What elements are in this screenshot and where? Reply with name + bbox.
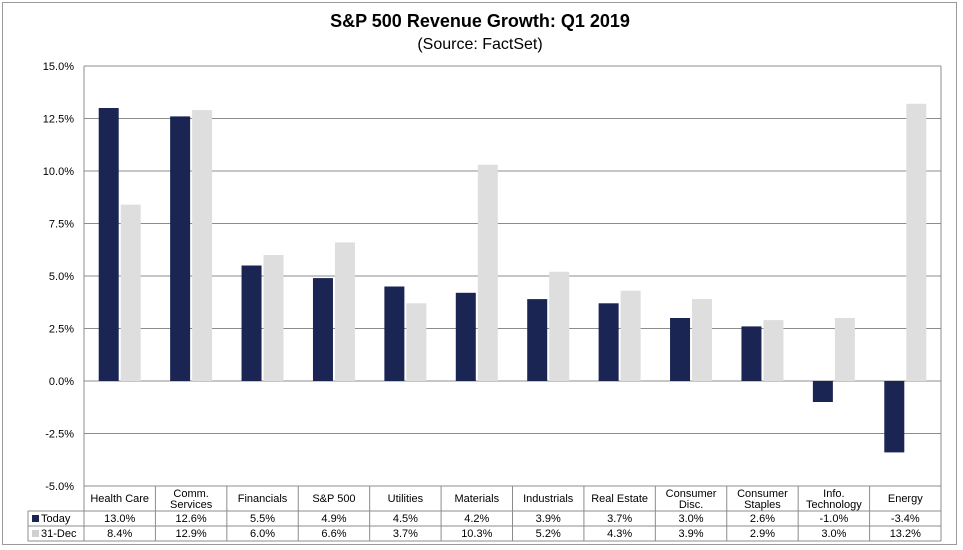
y-tick-label: 7.5% [49,219,74,231]
bars [98,103,927,453]
bar-today-10 [812,381,833,402]
bar-today-11 [884,381,905,453]
table-value-0-6: 3.9% [536,513,561,525]
table-value-0-7: 3.7% [607,513,632,525]
table-value-1-5: 10.3% [461,528,492,540]
y-tick-label: 0.0% [49,376,74,388]
table-value-0-3: 4.9% [321,513,346,525]
category-label-10: Info. [823,488,844,500]
table-value-1-6: 5.2% [536,528,561,540]
table-value-0-4: 4.5% [393,513,418,525]
bar-today-6 [527,299,548,381]
bar-today-1 [170,116,191,382]
bar-31-dec-7 [620,290,641,381]
bar-31-dec-3 [334,242,355,381]
bar-31-dec-9 [763,320,784,381]
table-value-1-9: 2.9% [750,528,775,540]
category-label-1: Services [170,499,213,511]
category-label-8: Disc. [679,499,703,511]
y-tick-label: 15.0% [43,61,74,73]
bar-31-dec-5 [477,164,498,381]
y-tick-label: 5.0% [49,271,74,283]
bar-today-5 [455,292,476,381]
y-tick-label: -2.5% [45,429,74,441]
category-label-4: Utilities [388,493,424,505]
category-label-9: Consumer [737,488,788,500]
category-label-11: Energy [888,493,923,505]
bar-31-dec-8 [692,299,713,381]
category-label-9: Staples [744,499,781,511]
bar-31-dec-1 [192,110,213,381]
table-value-0-1: 12.6% [176,513,207,525]
table-value-1-8: 3.9% [679,528,704,540]
bar-today-4 [384,286,405,381]
y-tick-label: 2.5% [49,324,74,336]
bar-31-dec-2 [263,255,284,381]
table-value-0-11: -3.4% [891,513,920,525]
table-value-0-9: 2.6% [750,513,775,525]
gridlines [83,65,942,487]
bar-today-0 [98,108,119,381]
table-value-0-5: 4.2% [464,513,489,525]
table-value-1-4: 3.7% [393,528,418,540]
table-value-1-3: 6.6% [321,528,346,540]
chart-title: S&P 500 Revenue Growth: Q1 2019 [330,11,630,31]
table-value-1-2: 6.0% [250,528,275,540]
category-label-0: Health Care [90,493,149,505]
table-value-0-8: 3.0% [679,513,704,525]
y-axis-ticks: 15.0% 12.5% 10.0% 7.5% 5.0% 2.5% 0.0% -2.5% -5.0… [43,61,74,493]
legend-label-0: Today [41,513,71,525]
table-value-1-1: 12.9% [176,528,207,540]
bar-31-dec-10 [834,318,855,381]
bar-31-dec-6 [549,271,570,381]
data-table: Health Care Comm.Services Financials S&P 50… [27,485,942,542]
bar-today-9 [741,326,762,381]
table-value-0-2: 5.5% [250,513,275,525]
category-label-3: S&P 500 [312,493,355,505]
table-value-0-10: -1.0% [820,513,849,525]
table-value-1-11: 13.2% [890,528,921,540]
legend-swatch-0 [32,515,39,522]
bar-today-2 [241,265,262,381]
category-label-2: Financials [238,493,288,505]
bar-31-dec-11 [906,103,927,382]
table-value-1-10: 3.0% [821,528,846,540]
bar-today-3 [312,278,333,381]
bar-31-dec-0 [120,204,141,381]
y-tick-label: 12.5% [43,114,74,126]
category-label-8: Consumer [666,488,717,500]
category-label-10: Technology [806,499,862,511]
table-value-0-0: 13.0% [104,513,135,525]
category-label-7: Real Estate [591,493,648,505]
legend-label-1: 31-Dec [41,528,77,540]
bar-today-8 [670,318,691,381]
category-label-5: Materials [454,493,499,505]
category-label-6: Industrials [523,493,574,505]
y-tick-label: 10.0% [43,166,74,178]
bar-today-7 [598,303,619,381]
y-tick-label: -5.0% [45,481,74,493]
category-label-1: Comm. [173,488,208,500]
table-value-1-7: 4.3% [607,528,632,540]
bar-31-dec-4 [406,303,427,381]
chart-subtitle: (Source: FactSet) [417,36,542,53]
legend-swatch-1 [32,530,39,537]
table-value-1-0: 8.4% [107,528,132,540]
